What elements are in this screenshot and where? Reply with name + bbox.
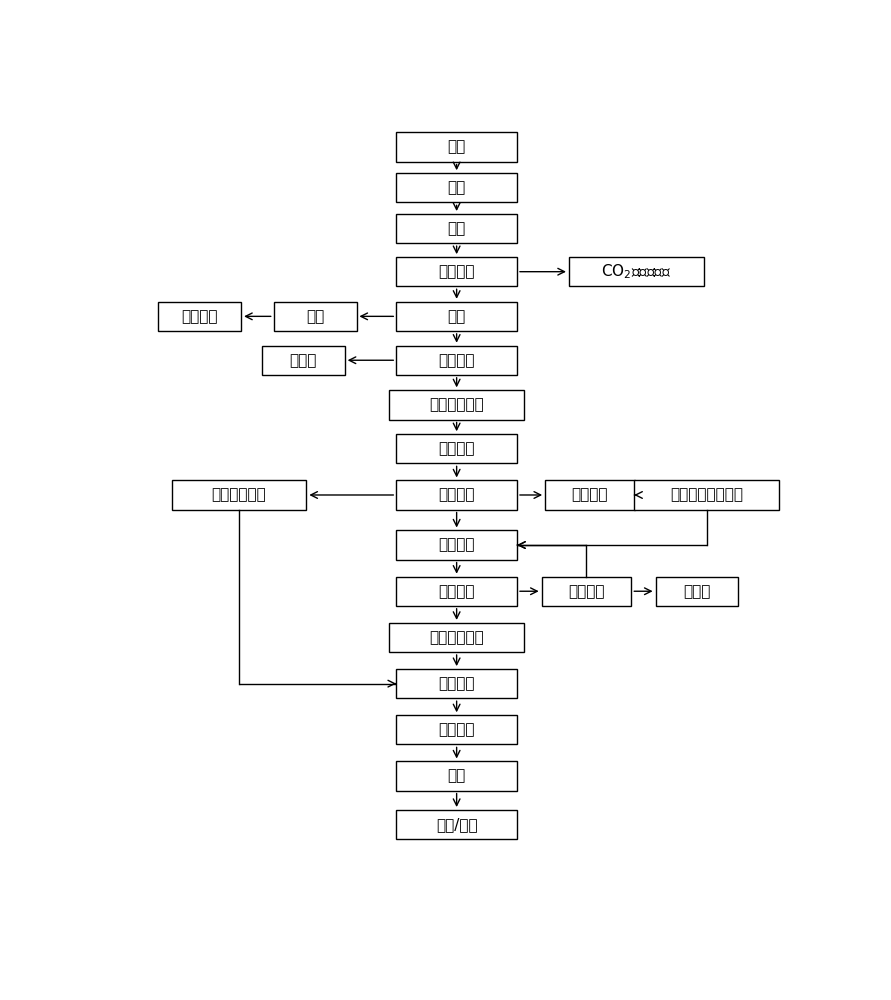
- Text: 铁渣等: 铁渣等: [290, 353, 317, 368]
- FancyBboxPatch shape: [396, 669, 517, 698]
- FancyBboxPatch shape: [545, 480, 634, 510]
- FancyBboxPatch shape: [389, 390, 524, 420]
- Text: 一次钡盐晶体: 一次钡盐晶体: [212, 487, 266, 502]
- Text: 除杂净化: 除杂净化: [438, 353, 475, 368]
- Text: 二次蒸发浓缩结晶: 二次蒸发浓缩结晶: [670, 487, 743, 502]
- FancyBboxPatch shape: [396, 346, 517, 375]
- FancyBboxPatch shape: [568, 257, 704, 286]
- Text: 二次母液: 二次母液: [568, 584, 605, 599]
- FancyBboxPatch shape: [396, 577, 517, 606]
- Text: 离心分离: 离心分离: [438, 487, 475, 502]
- FancyBboxPatch shape: [396, 530, 517, 560]
- FancyBboxPatch shape: [159, 302, 241, 331]
- Text: 残渣: 残渣: [306, 309, 324, 324]
- FancyBboxPatch shape: [396, 480, 517, 510]
- FancyBboxPatch shape: [274, 302, 356, 331]
- Text: 二次钡盐晶体: 二次钡盐晶体: [429, 630, 484, 645]
- Text: 冷却结晶: 冷却结晶: [438, 441, 475, 456]
- FancyBboxPatch shape: [396, 434, 517, 463]
- FancyBboxPatch shape: [389, 623, 524, 652]
- FancyBboxPatch shape: [396, 761, 517, 791]
- FancyBboxPatch shape: [396, 810, 517, 839]
- Text: 制晶须: 制晶须: [683, 584, 711, 599]
- Text: 离心脱水: 离心脱水: [438, 584, 475, 599]
- Text: 粗洗工序: 粗洗工序: [438, 676, 475, 691]
- FancyBboxPatch shape: [262, 346, 345, 375]
- Text: 一次母液: 一次母液: [572, 487, 609, 502]
- FancyBboxPatch shape: [396, 214, 517, 243]
- FancyBboxPatch shape: [396, 132, 517, 162]
- Text: 精洗工序: 精洗工序: [438, 722, 475, 737]
- Text: 烘干: 烘干: [447, 769, 466, 784]
- FancyBboxPatch shape: [396, 715, 517, 744]
- FancyBboxPatch shape: [396, 257, 517, 286]
- Text: 冷却结晶: 冷却结晶: [438, 538, 475, 553]
- FancyBboxPatch shape: [172, 480, 307, 510]
- Text: 磨粉: 磨粉: [447, 221, 466, 236]
- Text: 化验/包装: 化验/包装: [436, 817, 478, 832]
- Text: 制空心砖: 制空心砖: [182, 309, 218, 324]
- Text: 废渣: 废渣: [447, 139, 466, 154]
- Text: CO$_2$用废碱液吸: CO$_2$用废碱液吸: [601, 262, 672, 281]
- Text: 酸解浸出: 酸解浸出: [438, 264, 475, 279]
- FancyBboxPatch shape: [396, 302, 517, 331]
- FancyBboxPatch shape: [634, 480, 779, 510]
- Text: 过滤: 过滤: [447, 309, 466, 324]
- FancyBboxPatch shape: [542, 577, 632, 606]
- Text: 烘干: 烘干: [447, 180, 466, 195]
- FancyBboxPatch shape: [656, 577, 739, 606]
- FancyBboxPatch shape: [396, 173, 517, 202]
- Text: 一次蒸发浓缩: 一次蒸发浓缩: [429, 397, 484, 412]
